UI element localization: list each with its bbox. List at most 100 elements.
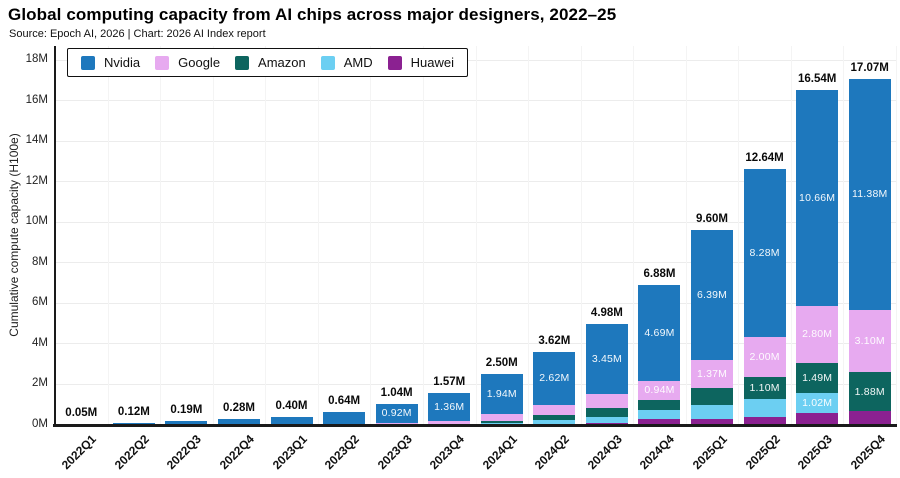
segment-label-google: 2.80M	[802, 328, 833, 341]
segment-label-amd: 1.02M	[802, 397, 833, 410]
gridline-vertical	[160, 46, 162, 425]
bar-segment-nvidia	[323, 412, 366, 425]
gridline-vertical	[843, 46, 845, 425]
bar-segment-amazon	[638, 399, 681, 410]
gridline-vertical	[633, 46, 635, 425]
legend-label-amd: AMD	[343, 55, 373, 70]
segment-label-amazon: 1.49M	[802, 371, 833, 384]
bar-segment-huawei	[585, 422, 628, 425]
bar-segment-google: 2.00M	[743, 336, 786, 378]
segment-label-google: 3.10M	[854, 335, 885, 348]
legend-label-nvidia: Nvidia	[104, 55, 141, 70]
bar-segment-amd	[585, 416, 628, 423]
y-tick-label: 10M	[25, 215, 48, 228]
y-tick-label: 12M	[25, 174, 48, 187]
bar-segment-huawei	[743, 416, 786, 425]
gridline-vertical	[790, 46, 792, 425]
segment-label-nvidia: 1.94M	[486, 387, 517, 400]
bar-total-label: 6.88M	[643, 268, 676, 281]
bar-total-label: 17.07M	[850, 61, 889, 74]
bar-total-label: 3.62M	[538, 334, 571, 347]
bar-total-label: 12.64M	[745, 151, 784, 164]
gridline-vertical	[580, 46, 582, 425]
legend-swatch-amazon	[235, 55, 250, 70]
bar-total-label: 0.28M	[222, 402, 255, 415]
segment-label-nvidia: 2.62M	[539, 372, 570, 385]
bar-total-label: 0.12M	[117, 405, 150, 418]
bar-segment-google	[480, 413, 523, 421]
bar-total-label: 1.57M	[433, 376, 466, 389]
bar-total-label: 0.64M	[328, 395, 361, 408]
bar-segment-amazon: 1.49M	[796, 362, 839, 393]
bar-total-label: 2.50M	[485, 357, 518, 370]
segment-label-nvidia: 6.39M	[696, 289, 728, 302]
legend-item-amd: AMD	[320, 55, 373, 70]
bar-segment-amazon	[480, 420, 523, 424]
bar-segment-google	[585, 393, 628, 409]
bar-segment-amazon	[585, 408, 628, 417]
bar-segment-huawei	[691, 418, 734, 425]
bar-segment-nvidia: 8.28M	[743, 168, 786, 337]
segment-label-google: 0.94M	[644, 384, 675, 397]
bar-segment-amd	[691, 404, 734, 419]
x-axis-line	[53, 424, 897, 427]
bar-segment-nvidia	[165, 421, 208, 425]
segment-label-nvidia: 8.28M	[749, 246, 780, 259]
gridline-vertical	[107, 46, 109, 425]
y-tick-label: 18M	[25, 53, 48, 65]
legend-swatch-huawei	[387, 55, 402, 70]
gridline-vertical	[422, 46, 424, 425]
gridline-vertical	[370, 46, 372, 425]
bar-segment-huawei	[796, 413, 839, 425]
bar-segment-amd: 1.02M	[796, 392, 839, 414]
bar-segment-google	[428, 420, 471, 424]
gridline-vertical	[896, 46, 897, 425]
bar-segment-nvidia: 0.92M	[375, 403, 418, 423]
legend-label-google: Google	[178, 55, 221, 70]
bar-total-label: 16.54M	[797, 72, 837, 85]
bar-segment-nvidia: 4.69M	[638, 285, 681, 381]
bar-segment-google: 2.80M	[796, 305, 839, 363]
gridline-vertical	[528, 46, 530, 425]
segment-label-nvidia: 3.45M	[591, 352, 622, 365]
segment-label-nvidia: 11.38M	[851, 188, 888, 201]
legend-item-nvidia: Nvidia	[81, 55, 140, 70]
bar-segment-amazon: 1.88M	[848, 372, 891, 411]
bar-segment-amazon	[533, 415, 576, 421]
y-tick-label: 16M	[25, 93, 48, 106]
bar-segment-huawei	[848, 410, 891, 425]
y-tick-label: 6M	[32, 296, 48, 309]
y-axis-line	[53, 46, 56, 427]
bar-segment-google	[533, 404, 576, 416]
y-tick-label: 4M	[32, 336, 48, 349]
legend-label-amazon: Amazon	[258, 55, 306, 70]
bar-total-label: 0.05M	[65, 406, 98, 419]
gridline-vertical	[212, 46, 214, 425]
legend-item-google: Google	[155, 55, 220, 70]
segment-label-nvidia: 0.92M	[381, 407, 412, 420]
legend-item-huawei: Huawei	[387, 55, 454, 70]
bar-segment-huawei	[638, 418, 681, 425]
segment-label-google: 2.00M	[749, 350, 780, 363]
legend-label-huawei: Huawei	[410, 55, 454, 70]
bar-segment-nvidia	[112, 422, 155, 425]
y-tick-label: 8M	[32, 255, 48, 268]
bar-segment-nvidia: 10.66M	[796, 89, 839, 306]
bar-segment-nvidia: 3.45M	[585, 324, 628, 394]
bar-segment-nvidia	[217, 419, 260, 425]
legend-swatch-amd	[320, 55, 335, 70]
gridline-vertical	[475, 46, 477, 425]
segment-label-nvidia: 1.36M	[434, 400, 465, 413]
bar-segment-nvidia: 2.62M	[533, 351, 576, 405]
legend-item-amazon: Amazon	[235, 55, 306, 70]
bar-segment-amd	[638, 409, 681, 419]
bar-total-label: 0.19M	[170, 404, 203, 417]
legend-swatch-nvidia	[81, 55, 95, 70]
bar-segment-nvidia: 1.94M	[480, 374, 523, 414]
bar-segment-amd	[533, 420, 576, 424]
bar-segment-nvidia: 1.36M	[428, 393, 471, 421]
segment-label-google: 1.37M	[696, 367, 728, 380]
gridline-vertical	[317, 46, 319, 425]
segment-label-nvidia: 10.66M	[799, 191, 836, 204]
